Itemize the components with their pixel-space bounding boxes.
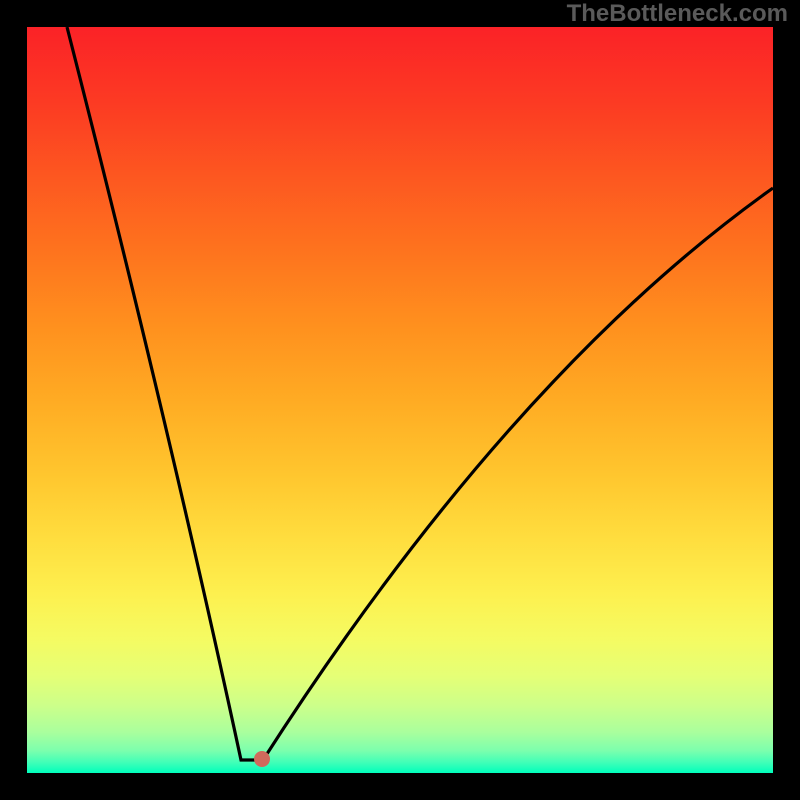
bottleneck-chart: [0, 0, 800, 800]
watermark-text: TheBottleneck.com: [567, 0, 788, 28]
plot-background: [27, 27, 773, 773]
optimum-marker: [255, 752, 270, 767]
chart-container: TheBottleneck.com: [0, 0, 800, 800]
